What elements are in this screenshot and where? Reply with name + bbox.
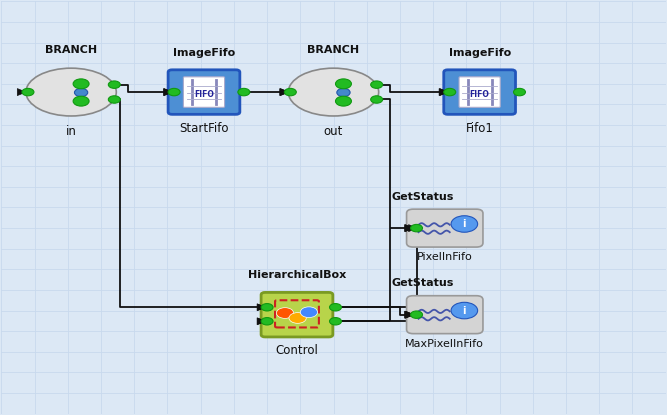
Ellipse shape — [26, 68, 116, 116]
Circle shape — [329, 303, 342, 311]
Text: GetStatus: GetStatus — [392, 192, 454, 202]
Text: StartFifo: StartFifo — [179, 122, 229, 135]
Text: PixelInFifo: PixelInFifo — [417, 252, 473, 262]
FancyBboxPatch shape — [168, 70, 240, 115]
Circle shape — [73, 79, 89, 89]
Circle shape — [75, 88, 88, 97]
Text: FIFO: FIFO — [470, 90, 490, 99]
Circle shape — [284, 88, 296, 96]
FancyBboxPatch shape — [444, 70, 516, 115]
Text: ImageFifo: ImageFifo — [173, 47, 235, 58]
Text: in: in — [65, 125, 77, 138]
Circle shape — [261, 317, 273, 325]
FancyBboxPatch shape — [261, 293, 333, 337]
Circle shape — [411, 311, 422, 318]
Polygon shape — [17, 88, 26, 95]
Text: HierarchicalBox: HierarchicalBox — [248, 270, 346, 280]
Circle shape — [108, 81, 120, 88]
Circle shape — [238, 88, 250, 96]
Polygon shape — [163, 88, 172, 95]
Text: MaxPixelInFifo: MaxPixelInFifo — [406, 339, 484, 349]
FancyBboxPatch shape — [407, 209, 483, 247]
Polygon shape — [257, 304, 265, 311]
Circle shape — [329, 317, 342, 325]
Polygon shape — [405, 225, 414, 232]
Text: GetStatus: GetStatus — [392, 278, 454, 288]
Circle shape — [336, 96, 352, 106]
Polygon shape — [406, 311, 414, 318]
Circle shape — [300, 307, 317, 317]
Circle shape — [411, 225, 422, 232]
Polygon shape — [405, 311, 414, 318]
Polygon shape — [440, 88, 448, 95]
Polygon shape — [257, 318, 265, 324]
FancyBboxPatch shape — [459, 77, 500, 107]
Circle shape — [451, 216, 478, 232]
Circle shape — [22, 88, 34, 96]
Polygon shape — [164, 88, 173, 95]
Polygon shape — [279, 88, 288, 95]
Polygon shape — [406, 225, 414, 232]
Circle shape — [73, 96, 89, 106]
Ellipse shape — [288, 68, 379, 116]
Polygon shape — [257, 304, 265, 310]
Text: i: i — [463, 219, 466, 229]
Polygon shape — [409, 225, 417, 232]
FancyBboxPatch shape — [183, 77, 225, 107]
Text: BRANCH: BRANCH — [307, 45, 360, 55]
Circle shape — [276, 308, 293, 318]
Circle shape — [371, 81, 383, 88]
FancyBboxPatch shape — [407, 296, 483, 334]
Text: ImageFifo: ImageFifo — [448, 47, 511, 58]
Circle shape — [168, 88, 180, 96]
Text: i: i — [463, 305, 466, 315]
Text: BRANCH: BRANCH — [45, 45, 97, 55]
Text: FIFO: FIFO — [194, 90, 214, 99]
Circle shape — [514, 88, 526, 96]
Circle shape — [337, 88, 350, 97]
Polygon shape — [280, 88, 289, 95]
Circle shape — [444, 88, 456, 96]
Polygon shape — [439, 88, 448, 95]
Text: Control: Control — [275, 344, 318, 357]
Circle shape — [108, 96, 120, 103]
Text: out: out — [323, 125, 344, 138]
Polygon shape — [406, 311, 414, 318]
Text: Fifo1: Fifo1 — [466, 122, 494, 135]
Circle shape — [451, 302, 478, 319]
Circle shape — [336, 79, 352, 89]
Circle shape — [371, 96, 383, 103]
Circle shape — [289, 312, 306, 323]
Polygon shape — [257, 318, 265, 325]
Circle shape — [261, 303, 273, 311]
